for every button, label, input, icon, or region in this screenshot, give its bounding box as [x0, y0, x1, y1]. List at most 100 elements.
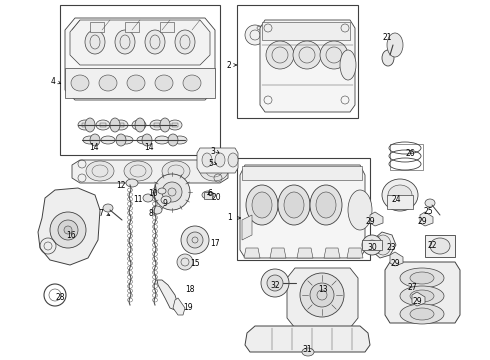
Ellipse shape [137, 136, 151, 144]
Ellipse shape [155, 136, 169, 144]
Polygon shape [420, 212, 433, 226]
Text: 11: 11 [133, 195, 143, 204]
Polygon shape [412, 292, 425, 306]
Ellipse shape [316, 192, 336, 218]
Ellipse shape [162, 182, 182, 202]
Polygon shape [65, 18, 215, 100]
Ellipse shape [115, 30, 135, 54]
Polygon shape [347, 248, 363, 258]
Ellipse shape [267, 275, 283, 291]
Ellipse shape [310, 185, 342, 225]
Ellipse shape [400, 286, 444, 306]
Ellipse shape [168, 120, 182, 130]
Ellipse shape [340, 50, 356, 80]
Ellipse shape [187, 232, 203, 248]
Ellipse shape [181, 226, 209, 254]
Polygon shape [287, 268, 358, 328]
Ellipse shape [320, 41, 348, 69]
Bar [237, 5, 358, 118]
Text: 29: 29 [366, 217, 375, 226]
Bar [262, 22, 350, 40]
Ellipse shape [202, 191, 214, 199]
Bar [90, 22, 104, 32]
Text: 3: 3 [210, 147, 215, 156]
Ellipse shape [348, 190, 372, 230]
Ellipse shape [202, 153, 212, 167]
Bar [100, 123, 106, 127]
Bar [242, 166, 362, 180]
Ellipse shape [375, 235, 391, 255]
Ellipse shape [142, 134, 152, 146]
Ellipse shape [162, 161, 190, 181]
Ellipse shape [145, 30, 165, 54]
Ellipse shape [96, 120, 110, 130]
Text: 14: 14 [145, 144, 154, 153]
Ellipse shape [266, 41, 294, 69]
Polygon shape [244, 248, 260, 258]
Polygon shape [38, 188, 100, 265]
Text: 4: 4 [50, 77, 55, 86]
Bar [125, 22, 139, 32]
Ellipse shape [168, 134, 178, 146]
Text: 29: 29 [417, 217, 427, 226]
Text: 5: 5 [208, 158, 213, 167]
Ellipse shape [310, 283, 334, 307]
Ellipse shape [86, 161, 114, 181]
Text: 29: 29 [391, 258, 400, 267]
Ellipse shape [103, 204, 113, 212]
Ellipse shape [228, 153, 238, 167]
Ellipse shape [252, 192, 272, 218]
Ellipse shape [158, 188, 166, 194]
Bar [390, 144, 423, 170]
Text: 30: 30 [367, 243, 377, 252]
Ellipse shape [300, 273, 344, 317]
Bar [160, 22, 174, 32]
Ellipse shape [362, 235, 382, 255]
Polygon shape [157, 280, 178, 310]
Polygon shape [324, 248, 340, 258]
Ellipse shape [101, 136, 115, 144]
Ellipse shape [58, 220, 78, 240]
Polygon shape [173, 298, 185, 315]
Text: 29: 29 [413, 297, 422, 306]
Polygon shape [390, 252, 403, 266]
Ellipse shape [64, 226, 72, 234]
Polygon shape [270, 248, 286, 258]
Text: 17: 17 [210, 238, 220, 248]
Text: 26: 26 [405, 149, 415, 158]
Bar [425, 235, 455, 257]
Polygon shape [70, 20, 210, 65]
Text: 23: 23 [386, 243, 395, 252]
Ellipse shape [200, 161, 228, 181]
Ellipse shape [246, 185, 278, 225]
Ellipse shape [119, 136, 133, 144]
Bar [118, 123, 124, 127]
Ellipse shape [302, 348, 314, 356]
Ellipse shape [215, 153, 225, 167]
Ellipse shape [400, 268, 444, 288]
Bar [387, 195, 413, 209]
Ellipse shape [150, 120, 164, 130]
Ellipse shape [382, 179, 418, 211]
Polygon shape [245, 326, 370, 352]
Ellipse shape [135, 118, 145, 132]
Ellipse shape [293, 41, 321, 69]
Ellipse shape [50, 212, 86, 248]
Ellipse shape [425, 199, 435, 207]
Text: 8: 8 [148, 208, 153, 217]
Polygon shape [260, 20, 355, 112]
Ellipse shape [410, 308, 434, 320]
Bar [154, 123, 160, 127]
Polygon shape [297, 248, 313, 258]
Ellipse shape [410, 290, 434, 302]
Ellipse shape [278, 185, 310, 225]
Polygon shape [372, 232, 396, 258]
Ellipse shape [110, 118, 120, 132]
Polygon shape [370, 212, 383, 226]
Polygon shape [72, 160, 228, 183]
Text: 27: 27 [407, 283, 417, 292]
Text: 19: 19 [183, 303, 193, 312]
Ellipse shape [410, 272, 434, 284]
Bar [82, 123, 88, 127]
Ellipse shape [177, 254, 193, 270]
